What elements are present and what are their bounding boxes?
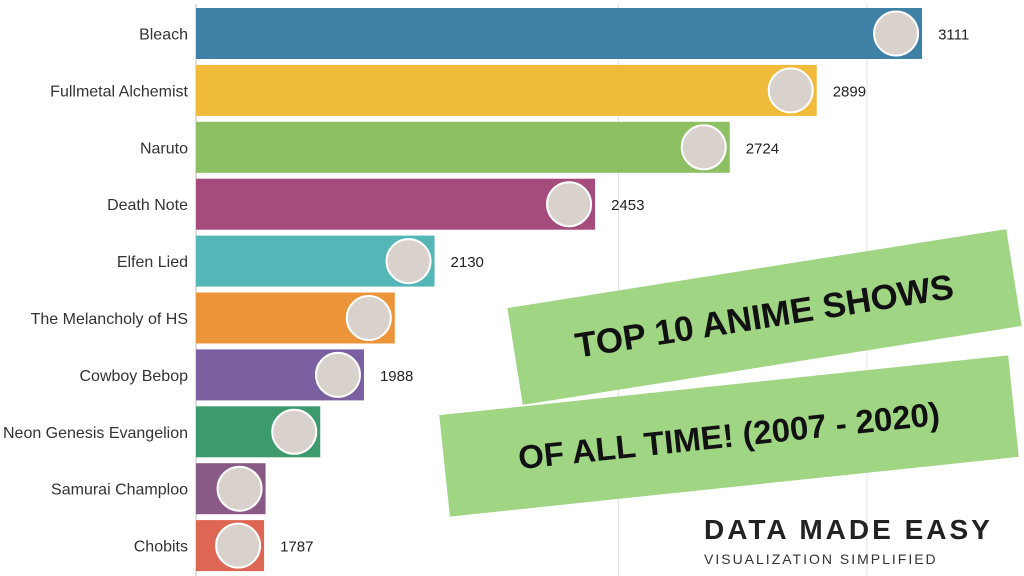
category-label: Cowboy Bebop — [79, 368, 188, 385]
category-label: Chobits — [134, 539, 188, 556]
brand-subtitle: VISUALIZATION SIMPLIFIED — [704, 551, 938, 567]
brand-title: DATA MADE EASY — [704, 514, 993, 545]
brand-logo: DATA MADE EASY VISUALIZATION SIMPLIFIED — [704, 514, 1016, 568]
avatar-icon — [767, 67, 814, 114]
avatar-icon — [314, 351, 361, 398]
avatar-icon — [873, 10, 920, 57]
avatar-icon — [215, 522, 262, 569]
bar — [196, 178, 596, 230]
value-label: 2453 — [611, 197, 644, 214]
category-label: Bleach — [139, 27, 188, 44]
category-label: Naruto — [140, 140, 188, 157]
category-label: Neon Genesis Evangelion — [3, 425, 188, 442]
avatar-icon — [216, 465, 263, 512]
category-label: Death Note — [107, 197, 188, 214]
value-label: 1988 — [380, 368, 413, 385]
category-label: Elfen Lied — [117, 254, 188, 271]
title-line-2: OF ALL TIME! (2007 - 2020) — [516, 394, 942, 477]
value-label: 3111 — [938, 27, 969, 44]
bar — [196, 8, 923, 59]
bar — [196, 121, 730, 173]
avatar-icon — [680, 124, 727, 171]
bar — [196, 64, 817, 116]
value-label: 1787 — [280, 539, 313, 556]
avatar-icon — [345, 295, 392, 341]
avatar-icon — [546, 181, 593, 228]
category-label: Samurai Champloo — [51, 482, 188, 499]
value-label: 2899 — [833, 83, 866, 100]
value-label: 2130 — [451, 254, 484, 271]
category-label: Fullmetal Alchemist — [50, 83, 188, 100]
avatar-icon — [385, 238, 432, 285]
value-label: 2724 — [746, 140, 779, 157]
category-label: The Melancholy of HS — [31, 311, 188, 328]
avatar-icon — [271, 408, 318, 455]
